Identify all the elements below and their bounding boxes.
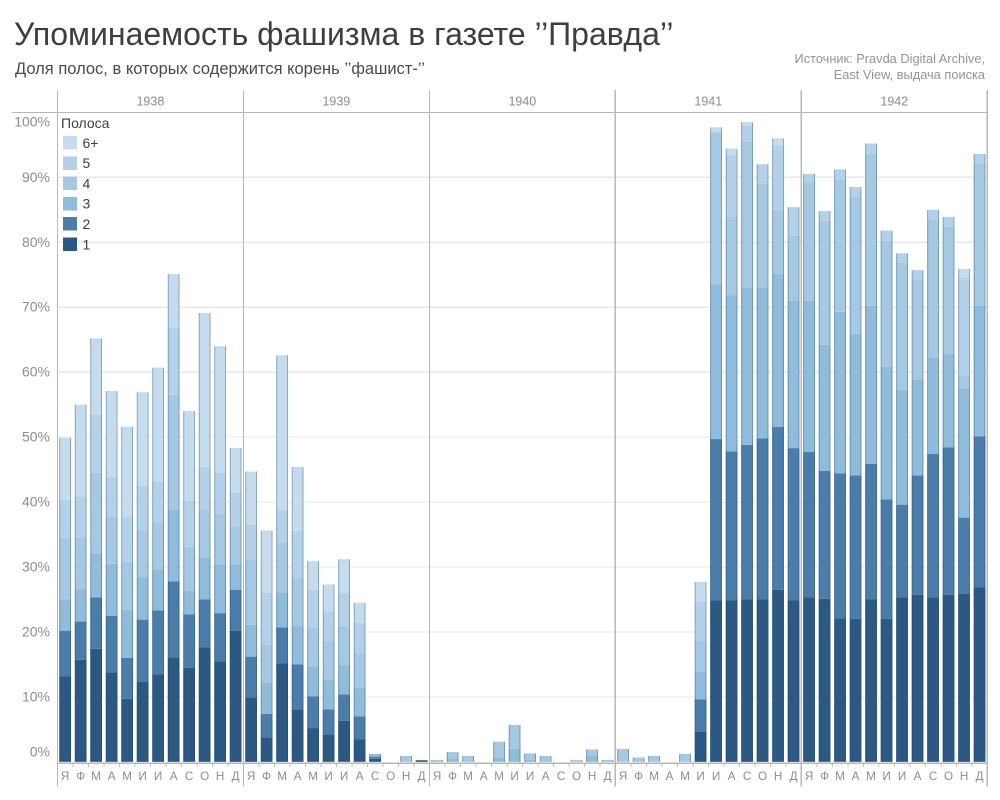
svg-text:1: 1 [83, 236, 91, 252]
svg-text:С: С [929, 770, 937, 783]
svg-text:Н: Н [960, 770, 968, 783]
svg-text:Ф: Ф [76, 770, 85, 783]
svg-text:40%: 40% [22, 494, 50, 510]
svg-text:1939: 1939 [322, 95, 350, 109]
svg-text:Ф: Ф [634, 770, 643, 783]
svg-text:А: А [542, 770, 550, 783]
svg-text:Д: Д [790, 770, 798, 783]
svg-text:М: М [494, 770, 504, 783]
svg-text:О: О [758, 770, 767, 783]
svg-text:О: О [944, 770, 953, 783]
svg-text:О: О [200, 770, 209, 783]
svg-text:И: И [510, 770, 518, 783]
svg-text:Я: Я [433, 770, 441, 783]
svg-text:Н: Н [216, 770, 224, 783]
svg-text:А: А [108, 770, 116, 783]
svg-text:Д: Д [976, 770, 984, 783]
svg-text:Н: Н [588, 770, 596, 783]
svg-text:50%: 50% [22, 429, 50, 445]
svg-text:М: М [463, 770, 473, 783]
svg-text:Ф: Ф [262, 770, 271, 783]
svg-text:С: С [557, 770, 565, 783]
svg-text:И: И [712, 770, 720, 783]
svg-text:М: М [649, 770, 659, 783]
svg-text:М: М [866, 770, 876, 783]
svg-text:А: А [294, 770, 302, 783]
svg-text:М: М [277, 770, 287, 783]
svg-text:3: 3 [83, 196, 91, 212]
svg-text:Ф: Ф [448, 770, 457, 783]
svg-text:1942: 1942 [880, 95, 908, 109]
svg-text:И: И [324, 770, 332, 783]
svg-text:И: И [526, 770, 534, 783]
svg-text:А: А [728, 770, 736, 783]
svg-text:А: А [480, 770, 488, 783]
svg-text:2: 2 [83, 216, 91, 232]
svg-text:0%: 0% [30, 744, 50, 760]
svg-text:С: С [371, 770, 379, 783]
svg-text:100%: 100% [14, 114, 50, 130]
svg-text:1938: 1938 [136, 95, 164, 109]
svg-text:А: А [666, 770, 674, 783]
svg-text:20%: 20% [22, 623, 50, 639]
svg-text:И: И [340, 770, 348, 783]
svg-text:Я: Я [247, 770, 255, 783]
svg-text:Д: Д [232, 770, 240, 783]
svg-text:А: А [170, 770, 178, 783]
svg-text:И: И [882, 770, 890, 783]
svg-text:70%: 70% [22, 299, 50, 315]
svg-text:И: И [138, 770, 146, 783]
svg-text:М: М [308, 770, 318, 783]
svg-text:6+: 6+ [83, 135, 99, 151]
svg-text:С: С [743, 770, 751, 783]
svg-text:А: А [852, 770, 860, 783]
svg-text:Н: Н [774, 770, 782, 783]
svg-text:Я: Я [619, 770, 627, 783]
svg-text:30%: 30% [22, 559, 50, 575]
svg-text:Н: Н [402, 770, 410, 783]
svg-text:Д: Д [418, 770, 426, 783]
svg-text:Я: Я [805, 770, 813, 783]
svg-text:Д: Д [604, 770, 612, 783]
svg-text:И: И [696, 770, 704, 783]
svg-text:И: И [898, 770, 906, 783]
svg-text:А: А [914, 770, 922, 783]
svg-text:И: И [154, 770, 162, 783]
svg-text:Я: Я [61, 770, 69, 783]
svg-text:М: М [91, 770, 101, 783]
svg-text:10%: 10% [22, 688, 50, 704]
svg-text:4: 4 [83, 175, 91, 191]
svg-text:С: С [185, 770, 193, 783]
svg-text:М: М [680, 770, 690, 783]
svg-text:Ф: Ф [820, 770, 829, 783]
svg-text:А: А [356, 770, 364, 783]
svg-text:80%: 80% [22, 234, 50, 250]
svg-text:60%: 60% [22, 364, 50, 380]
svg-text:1941: 1941 [694, 95, 722, 109]
svg-text:Полоса: Полоса [61, 115, 110, 131]
svg-text:5: 5 [83, 155, 91, 171]
svg-text:О: О [572, 770, 581, 783]
svg-text:М: М [122, 770, 132, 783]
svg-text:М: М [835, 770, 845, 783]
svg-text:О: О [386, 770, 395, 783]
svg-text:1940: 1940 [508, 95, 536, 109]
svg-text:90%: 90% [22, 169, 50, 185]
